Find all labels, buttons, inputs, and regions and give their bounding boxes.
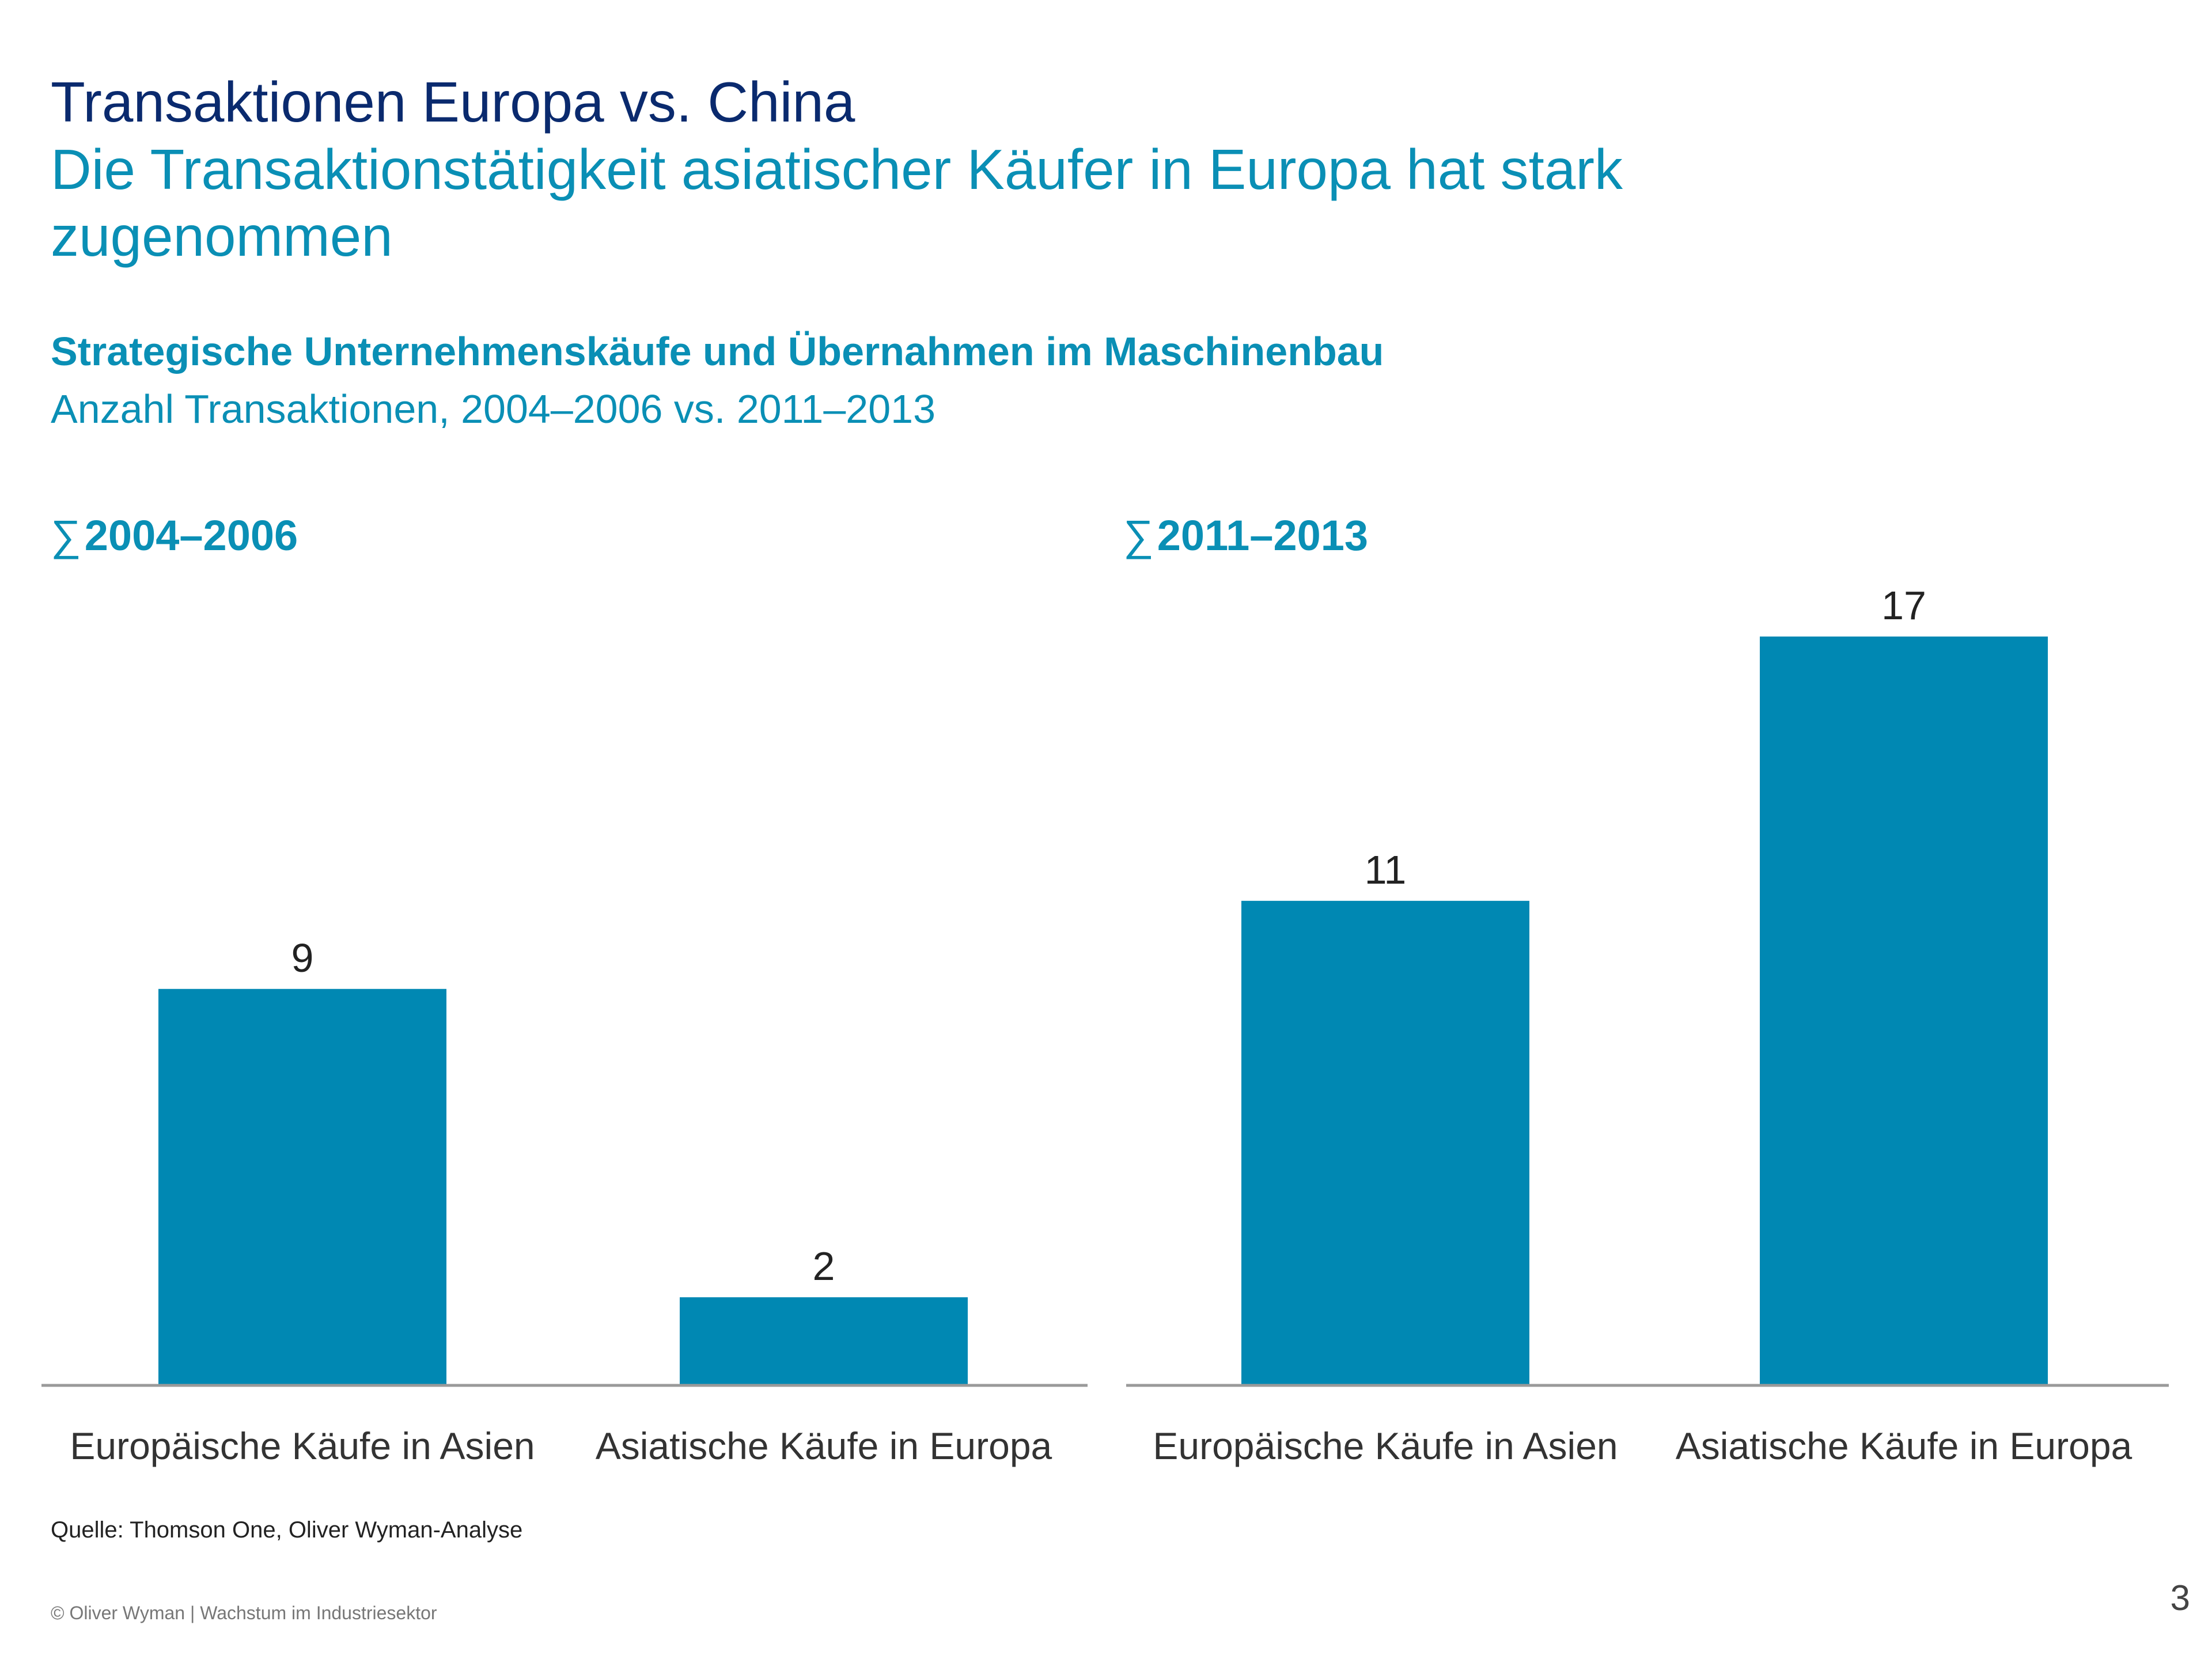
footer-text: © Oliver Wyman | Wachstum im Industriese… xyxy=(51,1603,437,1623)
category-label: Asiatische Käufe in Europa xyxy=(1676,1425,2133,1467)
panel-label-period-2: ∑2011–2013 xyxy=(1123,512,1368,560)
sum-icon: ∑ xyxy=(51,512,81,559)
panel-label-text: 2004–2006 xyxy=(84,512,298,559)
category-label: Europäische Käufe in Asien xyxy=(70,1425,535,1467)
category-label: Europäische Käufe in Asien xyxy=(1153,1425,1618,1467)
data-label: 9 xyxy=(291,935,314,980)
chart-subtitle: Anzahl Transaktionen, 2004–2006 vs. 2011… xyxy=(51,387,936,431)
panel-label-period-1: ∑2004–2006 xyxy=(51,512,298,560)
sum-icon: ∑ xyxy=(1123,512,1154,559)
bar xyxy=(1760,637,2048,1385)
data-label: 2 xyxy=(813,1244,835,1289)
category-label: Asiatische Käufe in Europa xyxy=(596,1425,1052,1467)
panel-label-text: 2011–2013 xyxy=(1157,512,1369,559)
bar xyxy=(158,988,446,1385)
data-label: 17 xyxy=(1881,583,1926,628)
slide-subtitle: Die Transaktionstätigkeit asiatischer Kä… xyxy=(51,138,1623,268)
chart-title: Strategische Unternehmenskäufe und Übern… xyxy=(51,329,1384,374)
source-note: Quelle: Thomson One, Oliver Wyman-Analys… xyxy=(51,1517,523,1543)
bar xyxy=(680,1297,968,1385)
data-label: 11 xyxy=(1365,847,1407,892)
bar xyxy=(1241,900,1529,1385)
page-number: 3 xyxy=(2170,1578,2190,1618)
slide-title: Transaktionen Europa vs. China xyxy=(51,70,855,134)
